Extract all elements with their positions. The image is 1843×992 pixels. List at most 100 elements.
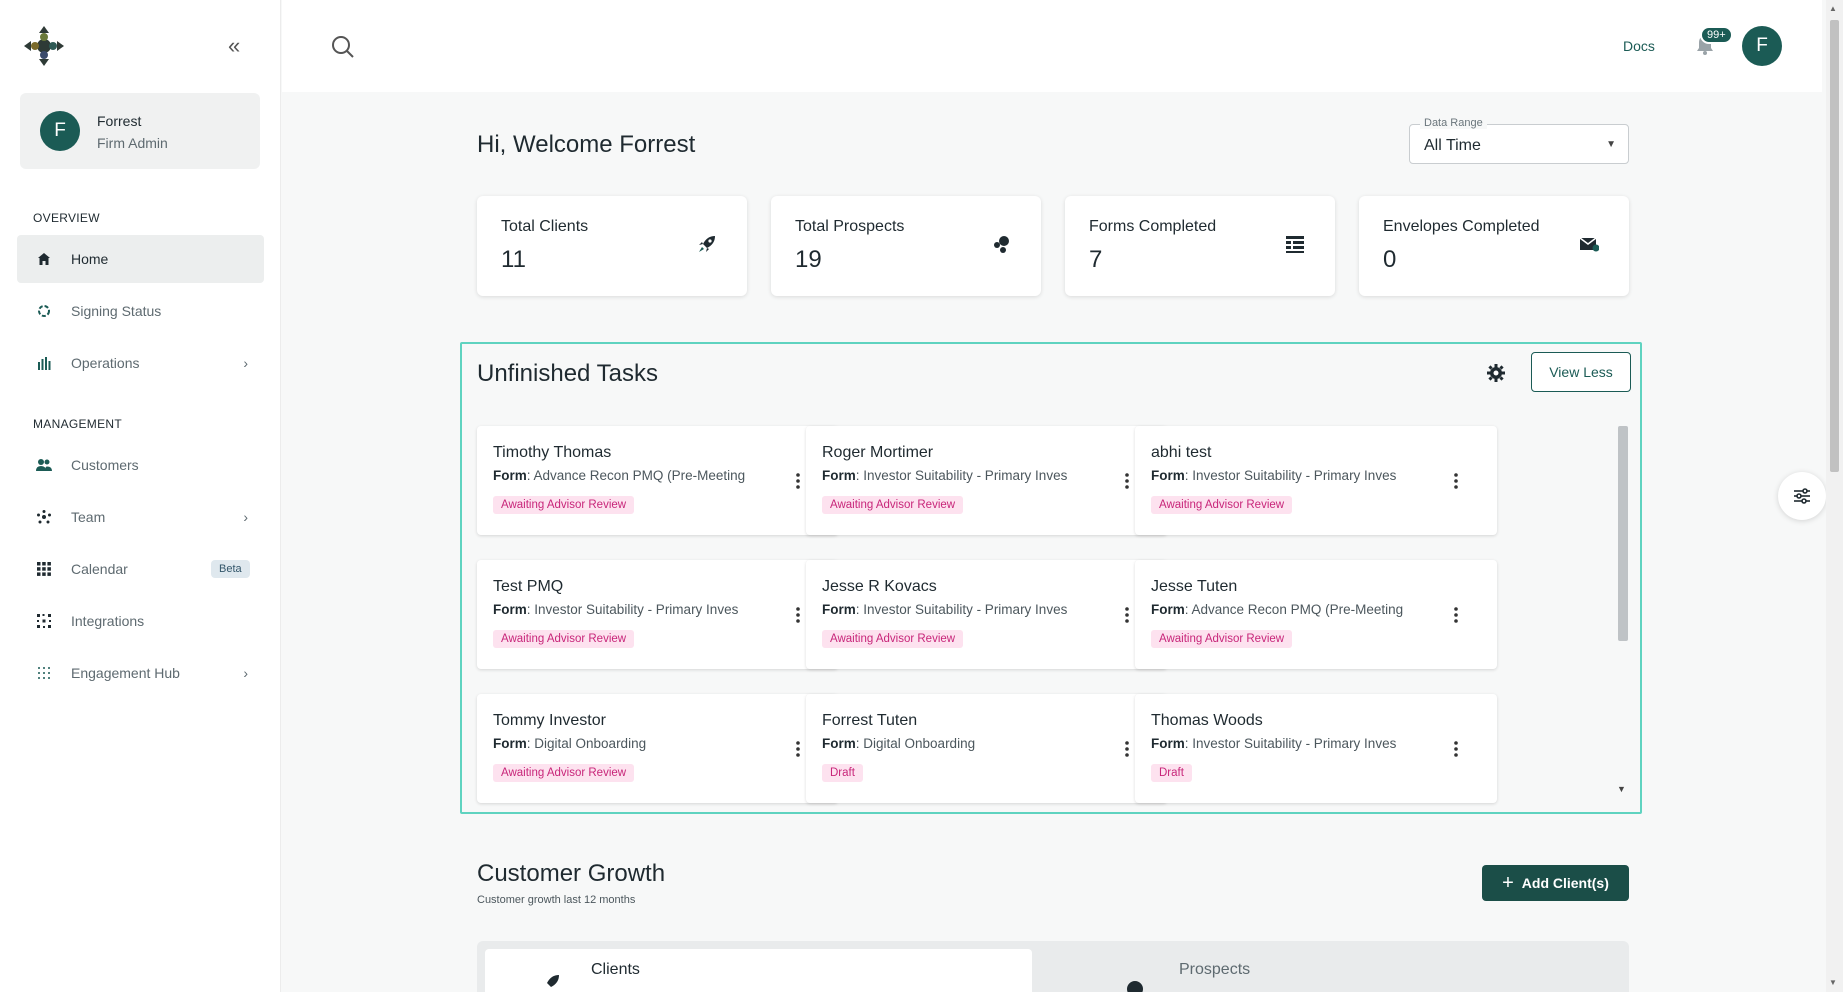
- task-form-name: Digital Onboarding: [863, 736, 976, 751]
- stat-label: Forms Completed: [1089, 218, 1217, 235]
- user-avatar[interactable]: F: [1742, 26, 1782, 66]
- form-prefix: Form: [1151, 736, 1185, 751]
- stat-label: Total Prospects: [795, 218, 905, 235]
- stat-card-total-clients: Total Clients 11: [477, 196, 747, 296]
- collapse-sidebar-icon[interactable]: «: [228, 33, 241, 58]
- task-card[interactable]: Jesse Tuten Form: Advance Recon PMQ (Pre…: [1135, 560, 1497, 669]
- sidebar-item-customers[interactable]: Customers: [17, 441, 264, 489]
- task-form-name: Investor Suitability - Primary Inves: [863, 602, 1068, 617]
- rocket-icon: [699, 236, 715, 252]
- sliders-icon: [1794, 488, 1810, 504]
- rocket-icon: [547, 975, 559, 987]
- task-client-name: Test PMQ: [493, 578, 564, 595]
- task-form-name: Investor Suitability - Primary Inves: [534, 602, 739, 617]
- form-prefix: Form: [1151, 468, 1185, 483]
- form-list-icon: [1286, 236, 1304, 253]
- more-options-icon[interactable]: [1453, 740, 1459, 758]
- task-card[interactable]: Forrest Tuten Form: Digital Onboarding D…: [806, 694, 1167, 803]
- chevron-right-icon: ›: [243, 355, 248, 371]
- sidebar: « F Forrest Firm Admin OVERVIEW Home Sig…: [0, 0, 281, 992]
- sidebar-item-operations[interactable]: Operations ›: [17, 339, 264, 387]
- task-card[interactable]: Thomas Woods Form: Investor Suitability …: [1135, 694, 1497, 803]
- search-icon[interactable]: [330, 34, 356, 60]
- view-less-button[interactable]: View Less: [1531, 352, 1631, 392]
- form-prefix: Form: [822, 736, 856, 751]
- dots-grid-icon: [35, 664, 53, 682]
- people-icon: [35, 456, 53, 474]
- more-options-icon[interactable]: [795, 606, 801, 624]
- chevron-right-icon: ›: [243, 665, 248, 681]
- avatar: F: [40, 111, 80, 151]
- page-scrollbar-thumb[interactable]: [1830, 20, 1839, 472]
- task-card[interactable]: Jesse R Kovacs Form: Investor Suitabilit…: [806, 560, 1167, 669]
- customer-growth-title: Customer Growth: [477, 860, 666, 887]
- status-badge: Draft: [822, 764, 863, 782]
- more-options-icon[interactable]: [1124, 606, 1130, 624]
- more-options-icon[interactable]: [1453, 606, 1459, 624]
- tab-prospects[interactable]: Prospects: [1179, 961, 1251, 978]
- add-clients-label: Add Client(s): [1521, 875, 1609, 891]
- task-card[interactable]: Timothy Thomas Form: Advance Recon PMQ (…: [477, 426, 838, 535]
- data-range-value: All Time: [1424, 137, 1481, 154]
- tasks-scrollbar[interactable]: [1618, 426, 1628, 641]
- form-prefix: Form: [493, 736, 527, 751]
- scroll-down-arrow-icon[interactable]: ▼: [1829, 978, 1837, 987]
- scroll-up-arrow-icon[interactable]: ▲: [1829, 4, 1837, 13]
- docs-link[interactable]: Docs: [1623, 38, 1655, 54]
- status-badge: Awaiting Advisor Review: [493, 764, 635, 782]
- overview-section-title: OVERVIEW: [33, 211, 100, 225]
- task-card[interactable]: Test PMQ Form: Investor Suitability - Pr…: [477, 560, 838, 669]
- sidebar-item-label: Home: [71, 251, 109, 267]
- more-options-icon[interactable]: [795, 740, 801, 758]
- profile-name: Forrest: [97, 113, 142, 129]
- data-range-select[interactable]: Data Range All Time ▼: [1409, 117, 1629, 164]
- task-card[interactable]: Tommy Investor Form: Digital Onboarding …: [477, 694, 838, 803]
- task-form-name: Digital Onboarding: [534, 736, 647, 751]
- chevron-right-icon: ›: [243, 509, 248, 525]
- task-card[interactable]: abhi test Form: Investor Suitability - P…: [1135, 426, 1497, 535]
- stat-label: Envelopes Completed: [1383, 218, 1540, 235]
- more-options-icon[interactable]: [1124, 472, 1130, 490]
- more-options-icon[interactable]: [795, 472, 801, 490]
- task-form-name: Investor Suitability - Primary Inves: [863, 468, 1068, 483]
- status-badge: Awaiting Advisor Review: [822, 496, 964, 514]
- team-icon: [35, 508, 53, 526]
- grid-icon: [35, 560, 53, 578]
- settings-gear-icon[interactable]: [1486, 363, 1506, 383]
- notification-count-badge: 99+: [1700, 26, 1733, 44]
- scroll-down-arrow-icon[interactable]: ▼: [1617, 784, 1626, 794]
- sidebar-item-label: Team: [71, 509, 106, 525]
- task-form: Form: Investor Suitability - Primary Inv…: [1151, 736, 1397, 751]
- sidebar-item-integrations[interactable]: Integrations: [17, 597, 264, 645]
- task-form: Form: Advance Recon PMQ (Pre-Meeting: [1151, 602, 1404, 617]
- form-prefix: Form: [822, 468, 856, 483]
- sidebar-item-signing-status[interactable]: Signing Status: [17, 287, 264, 335]
- add-clients-button[interactable]: + Add Client(s): [1482, 865, 1629, 901]
- task-client-name: Jesse Tuten: [1151, 578, 1238, 595]
- stat-value: 7: [1089, 246, 1103, 273]
- status-badge: Awaiting Advisor Review: [822, 630, 964, 648]
- user-profile-card[interactable]: F Forrest Firm Admin: [20, 93, 260, 169]
- more-options-icon[interactable]: [1453, 472, 1459, 490]
- filter-settings-button[interactable]: [1778, 472, 1826, 520]
- bubbles-icon: [994, 236, 1009, 253]
- sidebar-item-label: Customers: [71, 457, 139, 473]
- status-badge: Draft: [1151, 764, 1192, 782]
- app-logo[interactable]: [22, 24, 66, 68]
- tab-label: Clients: [591, 961, 640, 978]
- bubbles-icon: [1127, 981, 1143, 992]
- form-prefix: Form: [493, 468, 527, 483]
- tab-clients[interactable]: Clients: [485, 949, 1032, 992]
- sidebar-item-engagement-hub[interactable]: Engagement Hub ›: [17, 649, 264, 697]
- task-form-name: Investor Suitability - Primary Inves: [1192, 468, 1397, 483]
- caret-down-icon: ▼: [1606, 139, 1616, 150]
- stat-card-envelopes-completed: Envelopes Completed 0: [1359, 196, 1629, 296]
- status-badge: Awaiting Advisor Review: [493, 630, 635, 648]
- sidebar-item-team[interactable]: Team ›: [17, 493, 264, 541]
- task-card[interactable]: Roger Mortimer Form: Investor Suitabilit…: [806, 426, 1167, 535]
- sidebar-item-calendar[interactable]: Calendar Beta: [17, 545, 264, 593]
- task-form-name: Investor Suitability - Primary Inves: [1192, 736, 1397, 751]
- sidebar-item-home[interactable]: Home: [17, 235, 264, 283]
- sidebar-item-label: Signing Status: [71, 303, 162, 319]
- more-options-icon[interactable]: [1124, 740, 1130, 758]
